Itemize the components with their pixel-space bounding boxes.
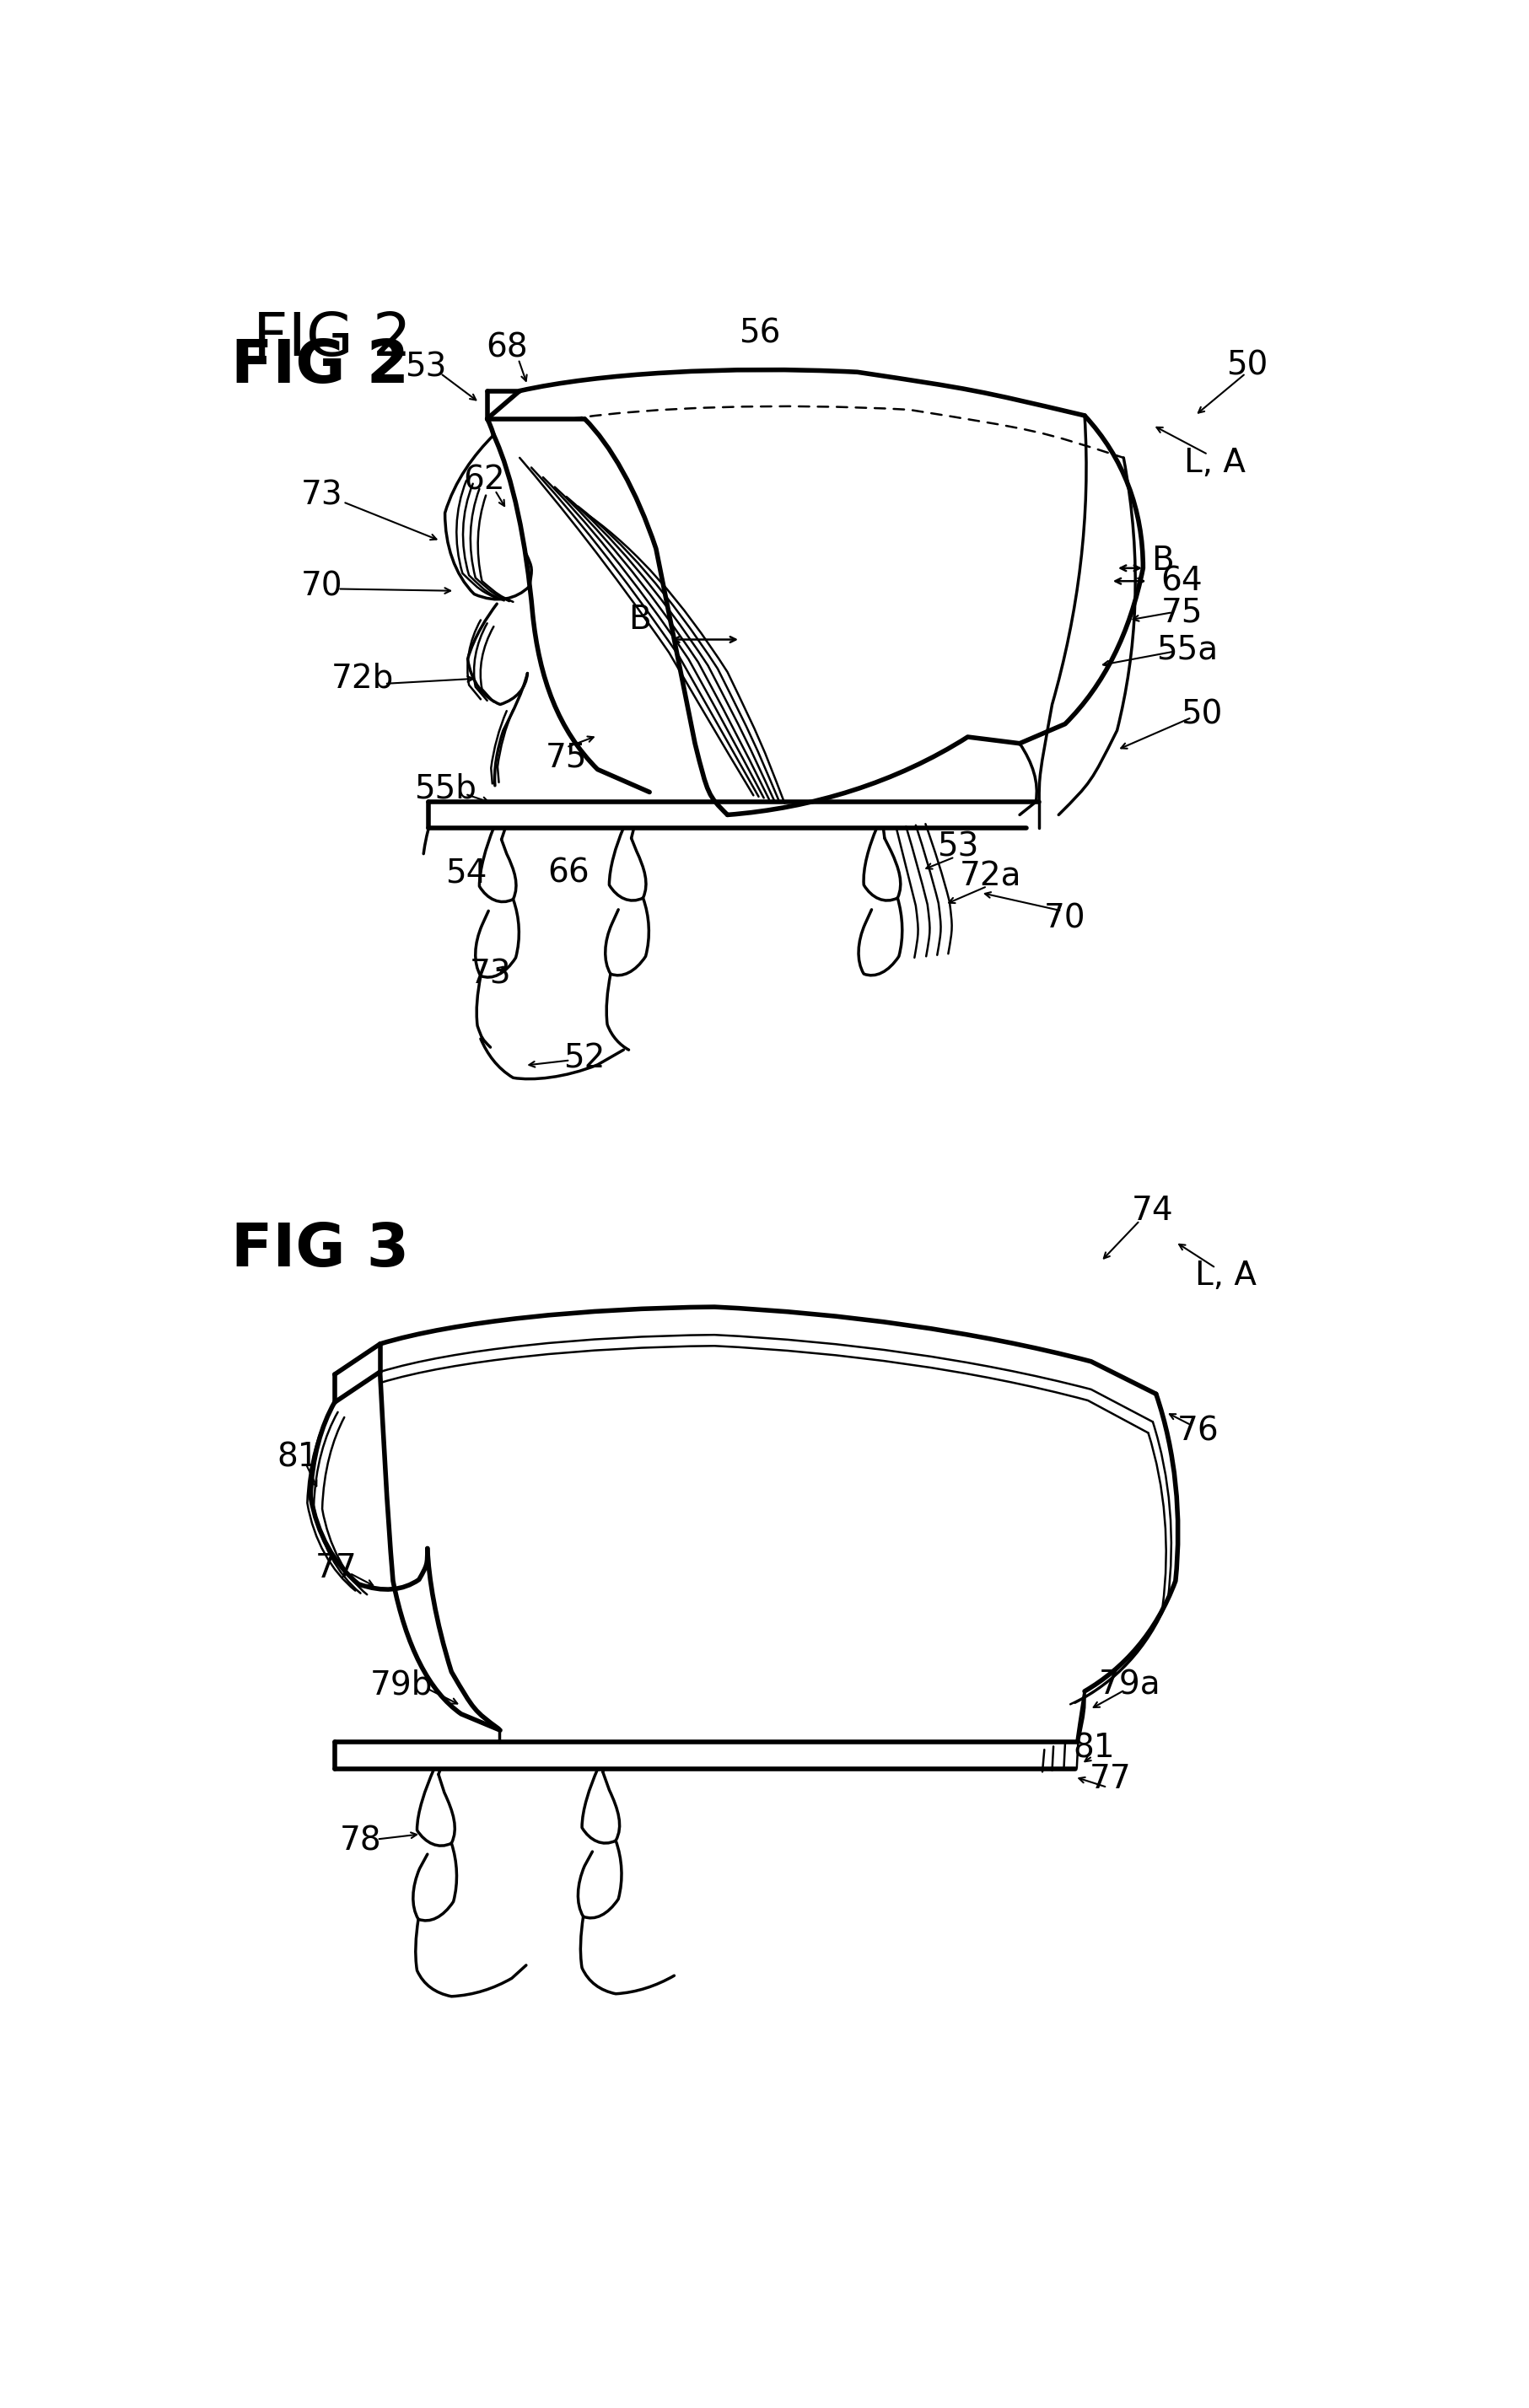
Text: 62: 62 (463, 465, 505, 496)
Text: 53: 53 (405, 352, 446, 383)
Text: 68: 68 (486, 332, 528, 364)
Text: L, A: L, A (1183, 448, 1245, 479)
Text: 56: 56 (739, 318, 781, 349)
Text: L, A: L, A (1196, 1259, 1257, 1291)
Text: FIG 3: FIG 3 (231, 1221, 408, 1279)
Text: 72b: 72b (332, 662, 394, 694)
Text: FIG 2: FIG 2 (231, 337, 408, 395)
Text: 64: 64 (1161, 566, 1203, 597)
Text: 77: 77 (1090, 1763, 1131, 1794)
Text: 66: 66 (547, 857, 589, 889)
Text: 81: 81 (277, 1442, 318, 1474)
Text: FIG 2: FIG 2 (254, 311, 411, 368)
Text: 70: 70 (301, 571, 342, 602)
Text: 50: 50 (1180, 698, 1222, 730)
Text: 78: 78 (339, 1825, 381, 1857)
Text: 77: 77 (315, 1551, 358, 1584)
Text: 72a: 72a (960, 860, 1021, 893)
Text: 75: 75 (546, 742, 587, 773)
Text: 75: 75 (1161, 597, 1203, 628)
Text: 76: 76 (1177, 1416, 1219, 1447)
Text: B: B (1151, 544, 1174, 576)
Text: 79a: 79a (1099, 1669, 1161, 1700)
Text: 55a: 55a (1156, 633, 1219, 665)
Text: 79b: 79b (370, 1669, 433, 1700)
Text: 81: 81 (1073, 1731, 1115, 1765)
Text: 53: 53 (937, 831, 979, 864)
Text: 55b: 55b (414, 773, 476, 804)
Text: 50: 50 (1226, 349, 1268, 380)
Text: 73: 73 (469, 958, 511, 990)
Text: 73: 73 (301, 479, 342, 510)
Text: 74: 74 (1131, 1194, 1174, 1226)
Text: 52: 52 (564, 1043, 605, 1074)
Text: 54: 54 (445, 857, 488, 889)
Text: B: B (628, 604, 651, 636)
Text: 70: 70 (1044, 903, 1086, 934)
